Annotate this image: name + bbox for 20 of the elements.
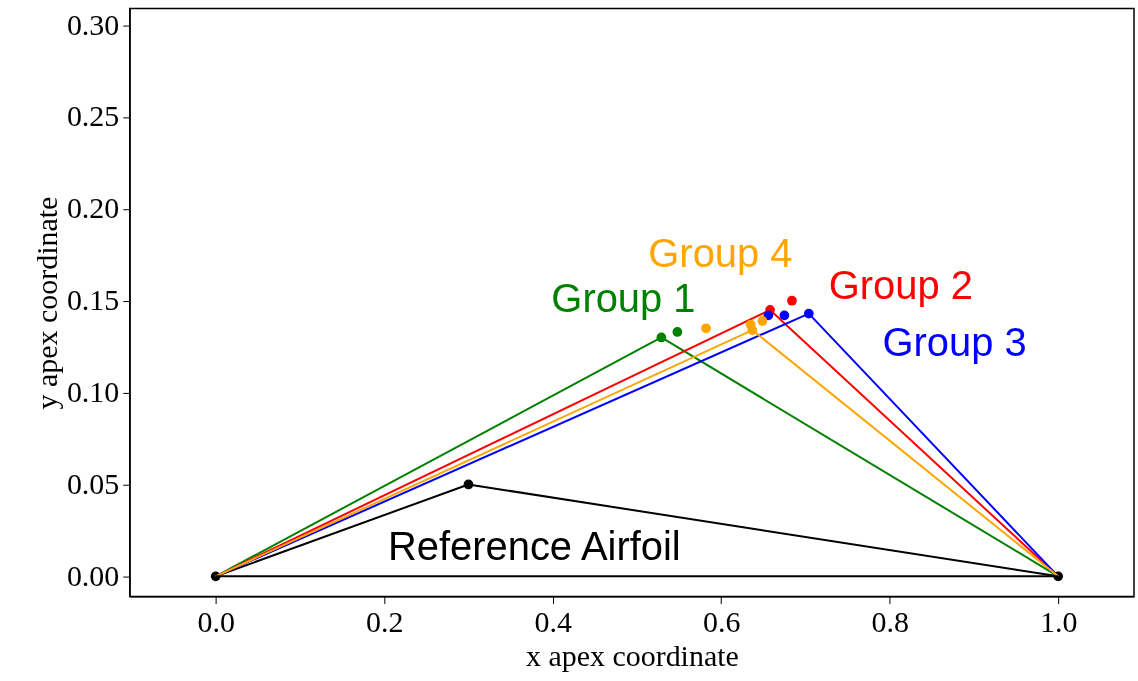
x-tick-label: 0.8	[871, 604, 909, 638]
series-label: Group 1	[551, 275, 696, 320]
x-tick-label: 0.0	[197, 604, 235, 638]
x-axis-title: x apex coordinate	[525, 638, 739, 672]
y-tick-label: 0.00	[66, 558, 120, 592]
y-axis-title: y apex coordinate	[29, 196, 63, 410]
y-tick-label: 0.30	[66, 7, 120, 41]
y-tick-label: 0.05	[66, 466, 120, 500]
series-label: Group 2	[828, 262, 973, 307]
x-tick-label: 0.6	[702, 604, 741, 638]
series-label: Reference Airfoil	[387, 524, 681, 569]
x-tick-label: 1.0	[1039, 604, 1078, 638]
y-tick-label: 0.10	[66, 375, 120, 409]
y-tick-label: 0.25	[66, 99, 120, 133]
series-label: Group 4	[648, 231, 793, 276]
x-tick-label: 0.2	[365, 604, 404, 638]
x-tick-label: 0.4	[534, 604, 572, 638]
y-tick-label: 0.20	[66, 191, 120, 225]
series-label: Group 3	[882, 319, 1027, 364]
y-tick-label: 0.15	[66, 283, 120, 317]
